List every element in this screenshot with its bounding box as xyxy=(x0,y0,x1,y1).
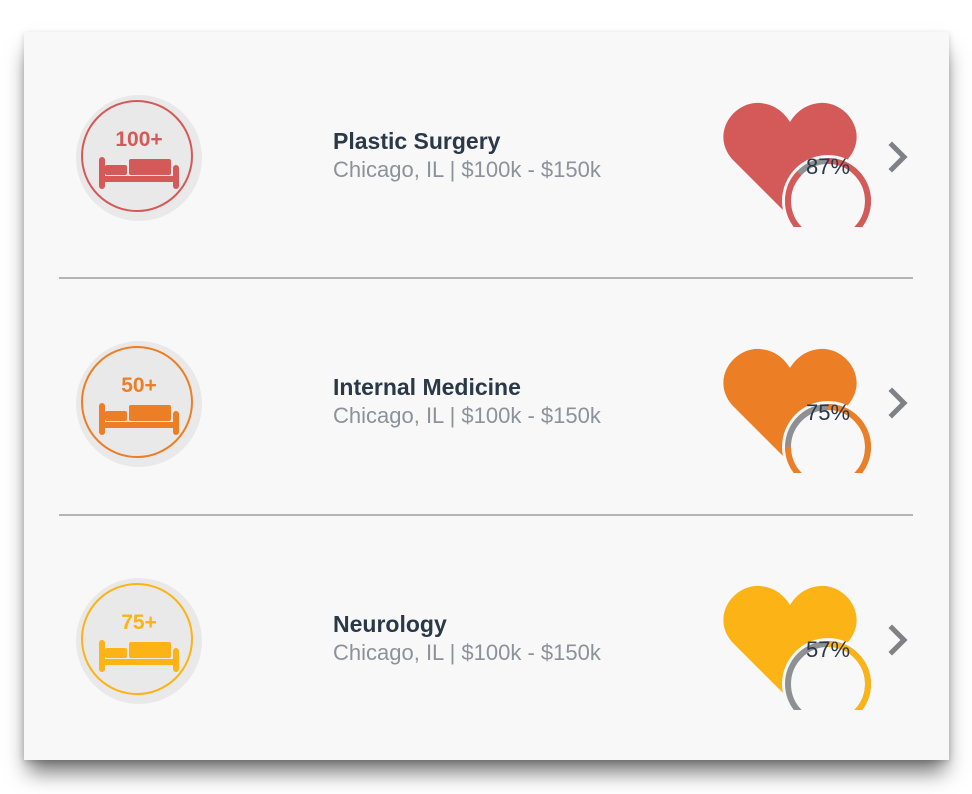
bed-count: 75+ xyxy=(121,611,157,634)
bed-icon xyxy=(99,157,179,189)
list-item-internal-medicine[interactable]: 50+ Internal Medicine Chicago, IL | $100… xyxy=(24,278,949,514)
heart-match-graphic xyxy=(723,102,874,227)
specialty-info: Internal Medicine Chicago, IL | $100k - … xyxy=(333,373,601,431)
specialty-title: Plastic Surgery xyxy=(333,128,501,154)
specialty-location-salary: Chicago, IL | $100k - $150k xyxy=(333,403,601,428)
bed-count-badge: 75+ xyxy=(76,578,202,704)
bed-count-badge: 50+ xyxy=(76,341,202,467)
gauge-backdrop xyxy=(782,638,874,710)
specialty-info: Plastic Surgery Chicago, IL | $100k - $1… xyxy=(333,127,601,185)
badge-ring xyxy=(81,346,193,458)
match-percent: 75% xyxy=(805,400,851,425)
badge-ring xyxy=(81,100,193,212)
bed-count: 100+ xyxy=(115,128,163,151)
match-score: 75% xyxy=(722,343,878,473)
heart-match-graphic xyxy=(723,585,874,710)
gauge-arc xyxy=(785,158,871,227)
match-score: 87% xyxy=(722,97,878,227)
heart-match-graphic xyxy=(723,348,874,473)
badge-ring xyxy=(81,583,193,695)
gauge-backdrop xyxy=(782,401,874,473)
chevron-right-icon[interactable] xyxy=(886,622,910,658)
bed-icon xyxy=(99,640,179,672)
chevron-right-icon[interactable] xyxy=(886,385,910,421)
gauge-backdrop xyxy=(782,155,874,227)
divider xyxy=(59,277,913,279)
match-score: 57% xyxy=(722,580,878,710)
specialty-location-salary: Chicago, IL | $100k - $150k xyxy=(333,640,601,665)
heart-icon xyxy=(723,585,857,700)
list-item-plastic-surgery[interactable]: 100+ Plastic Surgery Chicago, IL | $100k… xyxy=(24,32,949,268)
chevron-right-icon[interactable] xyxy=(886,139,910,175)
specialty-title: Neurology xyxy=(333,611,447,637)
specialty-list-card: 100+ Plastic Surgery Chicago, IL | $100k… xyxy=(24,32,949,760)
specialty-title: Internal Medicine xyxy=(333,374,521,400)
specialty-info: Neurology Chicago, IL | $100k - $150k xyxy=(333,610,601,668)
match-percent: 87% xyxy=(805,154,851,179)
gauge-arc xyxy=(785,641,871,710)
bed-count: 50+ xyxy=(121,374,157,397)
heart-icon xyxy=(723,348,857,463)
bed-icon xyxy=(99,403,179,435)
match-percent: 57% xyxy=(805,637,851,662)
gauge-arc xyxy=(785,404,871,473)
divider xyxy=(59,514,913,516)
bed-count-badge: 100+ xyxy=(76,95,202,221)
heart-icon xyxy=(723,102,857,217)
list-item-neurology[interactable]: 75+ Neurology Chicago, IL | $100k - $150… xyxy=(24,515,949,751)
specialty-location-salary: Chicago, IL | $100k - $150k xyxy=(333,157,601,182)
